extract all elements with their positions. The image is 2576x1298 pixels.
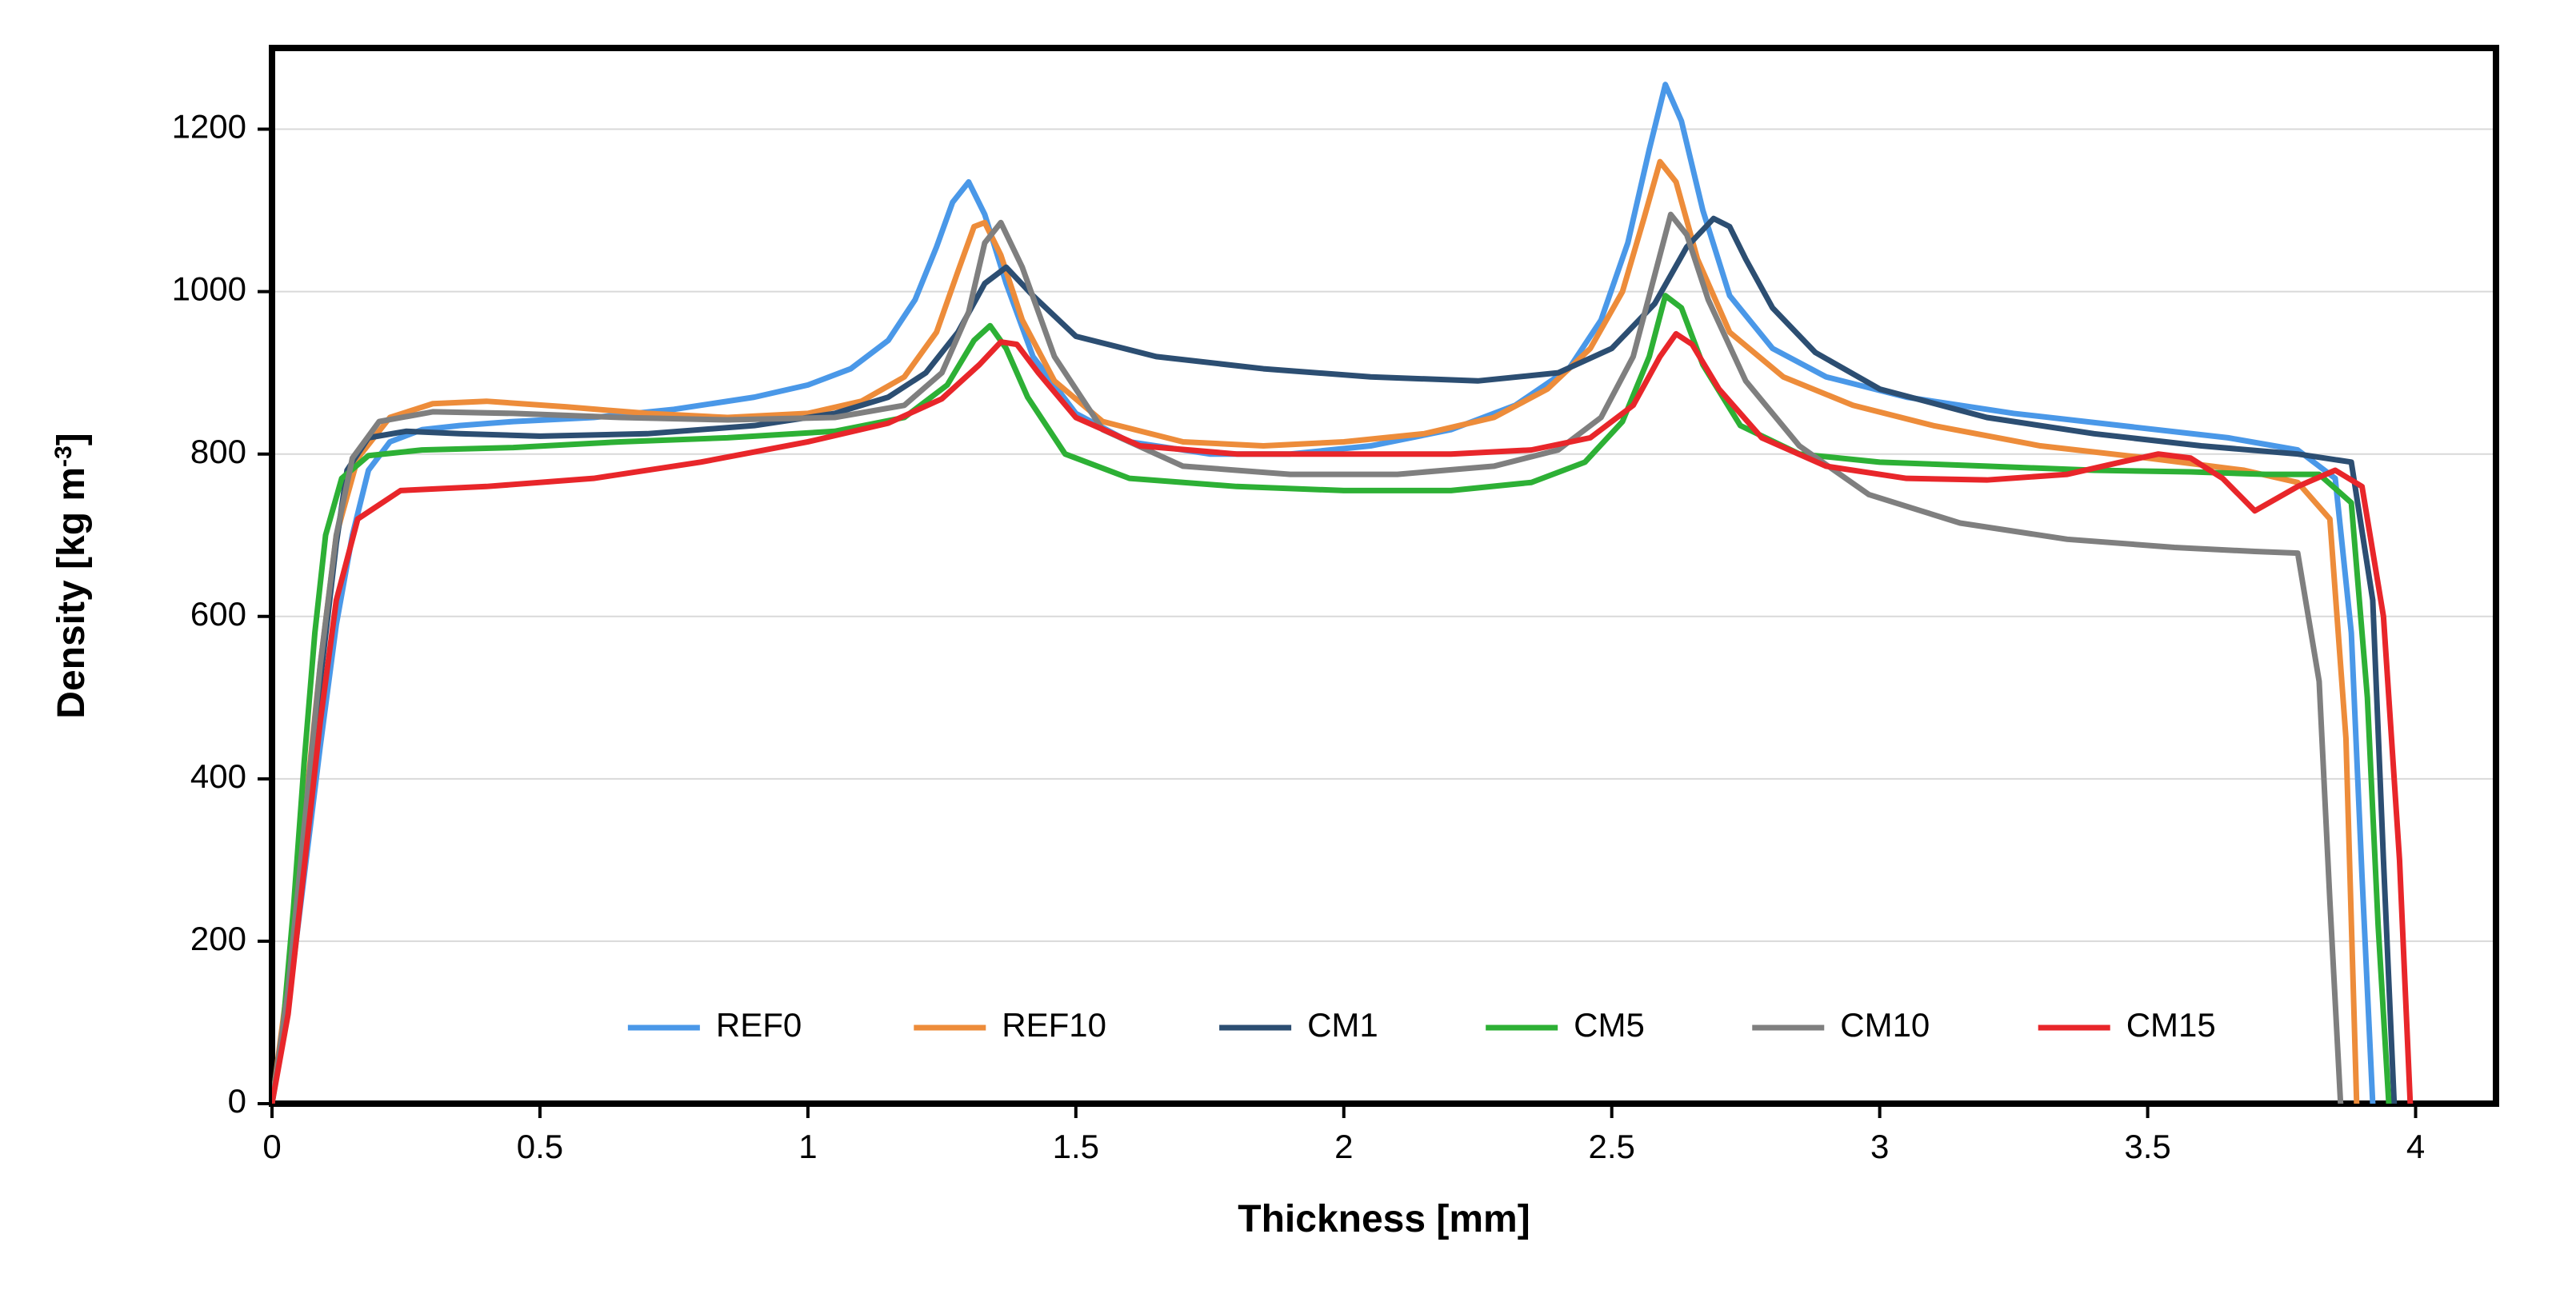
- x-tick-label: 3: [1870, 1128, 1889, 1165]
- x-tick-label: 4: [2406, 1128, 2425, 1165]
- x-tick-label: 3.5: [2124, 1128, 2170, 1165]
- y-axis-label: Density [kg m-3]: [50, 433, 94, 718]
- x-tick-label: 1: [798, 1128, 817, 1165]
- x-tick-label: 0: [262, 1128, 281, 1165]
- legend-label-ref10: REF10: [1002, 1006, 1106, 1044]
- chart-container: { "chart": { "type": "line", "background…: [0, 0, 2576, 1298]
- y-tick-label: 600: [190, 595, 246, 633]
- y-tick-label: 400: [190, 757, 246, 795]
- y-tick-label: 1000: [172, 270, 246, 308]
- density-profile-chart: 0 200 400 600 800 1000 1200 0 0.5 1 1.5 2 2.5 3 3.5 4 De…: [0, 0, 2576, 1298]
- x-tick-label: 1.5: [1053, 1128, 1099, 1165]
- x-tick-label: 2: [1334, 1128, 1353, 1165]
- x-tick-label: 2.5: [1589, 1128, 1635, 1165]
- legend-label-cm15: CM15: [2126, 1006, 2216, 1044]
- x-axis-label: Thickness [mm]: [1238, 1198, 1530, 1240]
- y-tick-label: 0: [228, 1082, 246, 1120]
- legend-label-ref0: REF0: [716, 1006, 802, 1044]
- y-tick-label: 200: [190, 920, 246, 957]
- y-tick-label: 1200: [172, 108, 246, 146]
- x-tick-label: 0.5: [517, 1128, 563, 1165]
- svg-text:Density [kg m-3]: Density [kg m-3]: [50, 433, 94, 718]
- legend-label-cm1: CM1: [1307, 1006, 1378, 1044]
- legend-label-cm10: CM10: [1840, 1006, 1930, 1044]
- y-tick-label: 800: [190, 433, 246, 470]
- legend-label-cm5: CM5: [1574, 1006, 1645, 1044]
